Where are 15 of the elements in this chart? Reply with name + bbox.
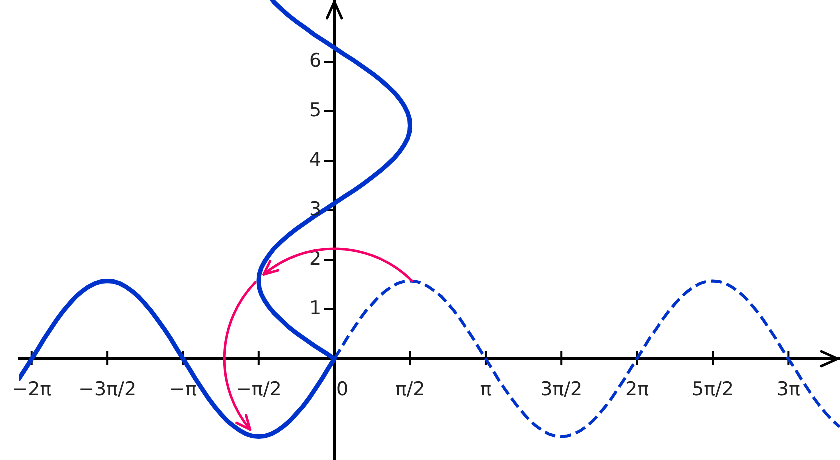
x-tick-label: π/2 [395,378,426,400]
y-tick-label: 6 [310,50,322,72]
x-tick-label: 3π [776,378,800,400]
y-tick-label: 4 [310,148,322,171]
y-tick-label: 1 [310,297,322,320]
x-tick-label: 5π/2 [692,378,734,400]
x-tick-label: −2π [12,378,52,400]
x-tick-label: −3π/2 [78,378,137,400]
x-tick-label: −π [170,378,197,400]
y-tick-label: 5 [310,99,322,122]
x-tick-label: π [480,378,492,400]
x-tick-label: 0 [336,378,349,400]
x-tick-label: 2π [626,378,650,400]
x-tick-label: 3π/2 [540,378,583,400]
x-tick-label: −π/2 [236,378,282,400]
